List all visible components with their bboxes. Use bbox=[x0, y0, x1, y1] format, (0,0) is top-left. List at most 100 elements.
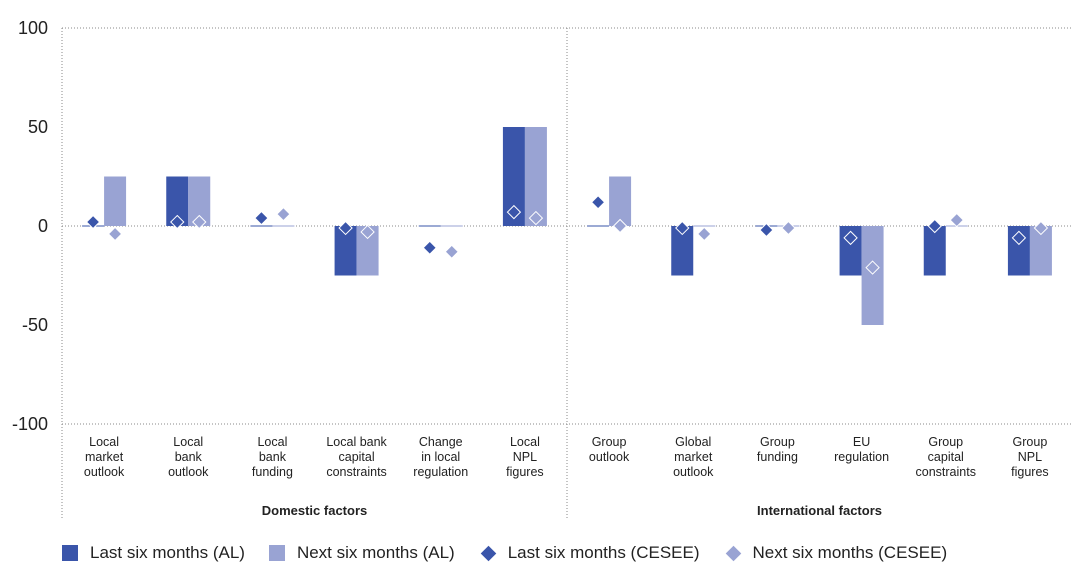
marker bbox=[422, 240, 437, 255]
bar bbox=[1029, 226, 1052, 276]
category-label-line: constraints bbox=[326, 465, 386, 479]
category-label-line: constraints bbox=[916, 465, 976, 479]
marker bbox=[865, 260, 880, 275]
bar bbox=[166, 176, 189, 226]
category-label-line: NPL bbox=[1018, 450, 1042, 464]
category-label-line: figures bbox=[506, 465, 544, 479]
category-label-line: funding bbox=[757, 450, 798, 464]
legend-item-next-cesee: Next six months (CESEE) bbox=[724, 543, 948, 563]
marker bbox=[590, 195, 606, 210]
y-tick-label: 0 bbox=[38, 216, 48, 236]
category-label-line: in local bbox=[421, 450, 460, 464]
category-label: Local bank funding bbox=[252, 435, 293, 479]
marker bbox=[85, 214, 101, 230]
category-label-line: Group bbox=[760, 435, 795, 449]
category-label: Local bank capital constraints bbox=[326, 435, 387, 479]
marker bbox=[675, 220, 690, 236]
category-label-line: regulation bbox=[834, 450, 889, 464]
category-label-line: outlook bbox=[84, 465, 125, 479]
legend-label-last-cesee: Last six months (CESEE) bbox=[507, 543, 700, 562]
category-label-line: Change bbox=[419, 435, 463, 449]
category-label-line: regulation bbox=[413, 465, 468, 479]
marker bbox=[697, 226, 712, 242]
category-label-line: outlook bbox=[673, 465, 714, 479]
category-label-line: market bbox=[674, 450, 713, 464]
legend-label-next-al: Next six months (AL) bbox=[296, 543, 455, 562]
marker bbox=[360, 224, 375, 240]
legend-item-last-cesee: Last six months (CESEE) bbox=[479, 543, 700, 563]
legend-label-next-cesee: Next six months (CESEE) bbox=[752, 543, 948, 562]
y-tick-label: -50 bbox=[22, 315, 48, 335]
bar bbox=[502, 127, 525, 226]
bar bbox=[671, 226, 694, 276]
category-label: Group outlook bbox=[589, 435, 630, 464]
category-label: Group NPL figures bbox=[1011, 435, 1049, 479]
marker bbox=[528, 210, 544, 226]
marker bbox=[192, 214, 207, 230]
legend-swatch-last-al bbox=[62, 545, 78, 561]
marker bbox=[1011, 230, 1027, 246]
legend-label-last-al: Last six months (AL) bbox=[90, 543, 245, 562]
marker bbox=[444, 244, 459, 259]
y-tick-label: 100 bbox=[18, 18, 48, 38]
category-label-line: bank bbox=[175, 450, 203, 464]
legend: Last six months (AL) Next six months (AL… bbox=[62, 540, 971, 566]
marker bbox=[759, 222, 774, 238]
category-label-line: Local bbox=[173, 435, 203, 449]
marker bbox=[1033, 220, 1049, 236]
bar bbox=[861, 226, 884, 325]
category-label-line: market bbox=[85, 450, 124, 464]
category-label-line: outlook bbox=[589, 450, 630, 464]
category-label-line: figures bbox=[1011, 465, 1049, 479]
category-label: Group funding bbox=[757, 435, 798, 464]
marker bbox=[338, 220, 353, 236]
y-tick-label: 50 bbox=[28, 117, 48, 137]
category-label-line: capital bbox=[339, 450, 375, 464]
marker bbox=[843, 230, 858, 246]
bar bbox=[356, 226, 379, 276]
category-label: Global market outlook bbox=[673, 435, 714, 479]
marker bbox=[170, 214, 185, 230]
category-label-line: funding bbox=[252, 465, 293, 479]
category-label: Local NPL figures bbox=[506, 435, 544, 479]
category-label-line: Global bbox=[675, 435, 711, 449]
bar bbox=[188, 176, 211, 226]
bar bbox=[524, 127, 547, 226]
group-label: International factors bbox=[757, 503, 882, 518]
category-label: Local market outlook bbox=[84, 435, 125, 479]
bar bbox=[104, 176, 127, 226]
bar bbox=[923, 226, 946, 276]
y-tick-label: -100 bbox=[12, 414, 48, 434]
bar bbox=[609, 176, 632, 226]
legend-diamond-next-cesee bbox=[725, 545, 741, 561]
category-label: Local bank outlook bbox=[168, 435, 209, 479]
category-label-line: Local bbox=[257, 435, 287, 449]
category-label-line: NPL bbox=[513, 450, 537, 464]
category-label-line: bank bbox=[259, 450, 287, 464]
legend-diamond-last-cesee bbox=[480, 545, 496, 561]
category-label-line: Group bbox=[592, 435, 627, 449]
category-label-line: Local bbox=[89, 435, 119, 449]
category-label-line: Local bbox=[510, 435, 540, 449]
bar bbox=[334, 226, 357, 276]
category-label: Change in local regulation bbox=[413, 435, 468, 479]
legend-item-last-al: Last six months (AL) bbox=[62, 543, 245, 563]
category-label: EU regulation bbox=[834, 435, 889, 464]
category-label-line: Local bank bbox=[326, 435, 387, 449]
category-label-line: EU bbox=[853, 435, 870, 449]
marker bbox=[276, 206, 291, 222]
category-label-line: Group bbox=[1013, 435, 1048, 449]
group-label: Domestic factors bbox=[262, 503, 367, 518]
marker bbox=[506, 204, 522, 220]
category-label-line: Group bbox=[928, 435, 963, 449]
marker bbox=[107, 226, 123, 242]
marker bbox=[612, 218, 628, 234]
category-label-line: outlook bbox=[168, 465, 209, 479]
marker bbox=[254, 210, 269, 226]
legend-swatch-next-al bbox=[268, 545, 285, 561]
legend-item-next-al: Next six months (AL) bbox=[268, 543, 455, 563]
marker bbox=[781, 220, 796, 236]
marker bbox=[949, 212, 964, 228]
marker bbox=[927, 218, 942, 234]
